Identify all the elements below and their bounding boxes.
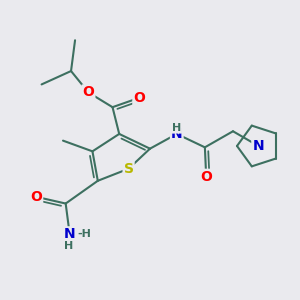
Text: N: N <box>64 227 76 241</box>
Text: N: N <box>171 127 183 141</box>
Text: S: S <box>124 162 134 176</box>
Text: N: N <box>253 139 264 153</box>
Text: N: N <box>253 139 264 153</box>
Text: O: O <box>134 91 145 105</box>
Text: O: O <box>30 190 42 204</box>
Text: H: H <box>172 123 182 133</box>
Text: O: O <box>82 85 94 99</box>
Text: H: H <box>64 242 73 251</box>
Text: -H: -H <box>77 229 91 239</box>
Text: O: O <box>200 170 212 184</box>
